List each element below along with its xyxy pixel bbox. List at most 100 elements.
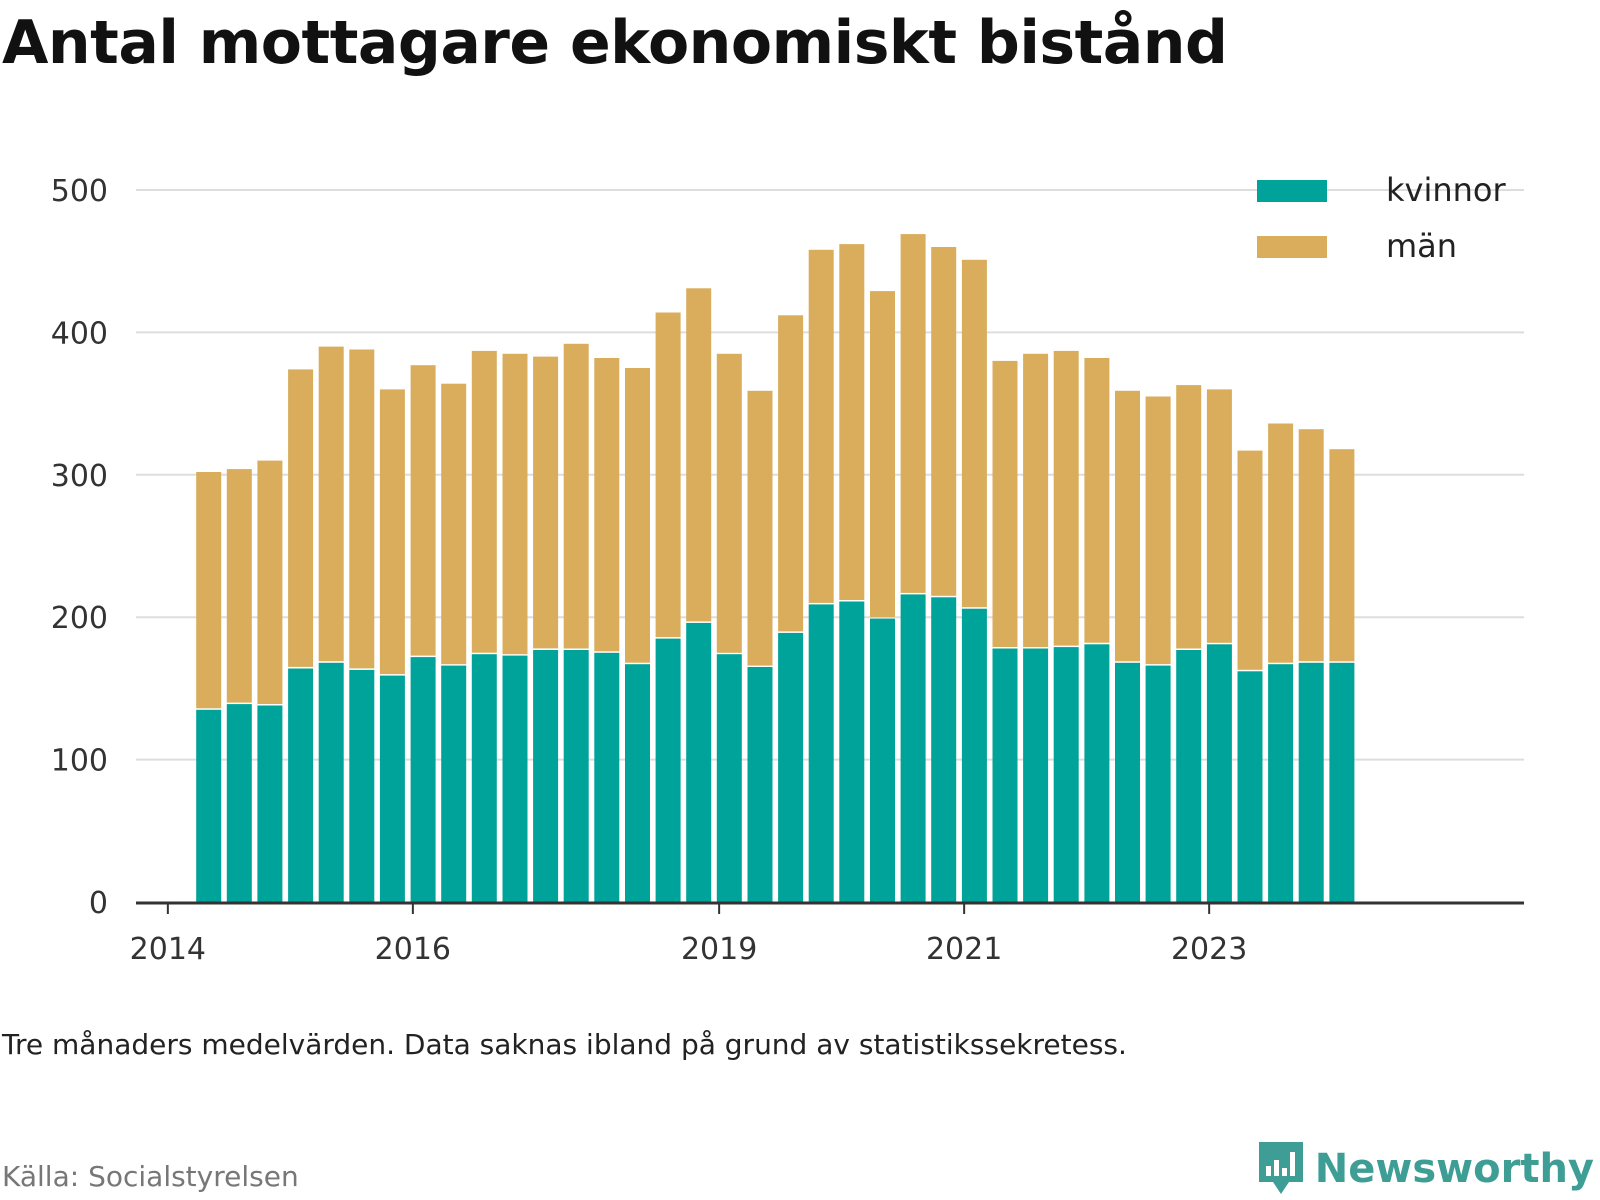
legend-swatch-man [1257,236,1327,258]
bars [196,234,1355,902]
y-tick-label: 0 [89,886,108,921]
bar-kvinnor [410,657,436,902]
bar-man [686,288,712,622]
bar-man [625,368,650,663]
bar-man [410,365,436,656]
legend: kvinnor män [1257,171,1507,265]
bar-kvinnor [318,662,344,902]
bar-kvinnor [563,650,589,902]
bar-man [441,383,467,665]
chart-title: Antal mottagare ekonomiskt bistånd [2,8,1228,78]
legend-label-man: män [1386,227,1457,265]
bar-kvinnor [226,704,252,902]
bar-man [196,472,222,709]
bar-kvinnor [931,597,957,902]
bar-kvinnor [747,667,773,902]
y-tick-label: 100 [51,744,108,779]
brand-name: Newsworthy [1314,1146,1594,1192]
y-tick-label: 500 [51,174,108,209]
bar-man [931,247,957,596]
bar-kvinnor [533,650,559,902]
x-tick-label: 2023 [1171,932,1247,967]
bar-man [839,244,865,600]
bar-kvinnor [1206,644,1232,902]
bar-man [349,349,375,669]
bar-kvinnor [839,601,865,902]
bar-kvinnor [1298,662,1324,902]
bar-man [1268,423,1294,663]
bar-man [808,249,834,603]
bar-man [1237,450,1263,670]
bar-man [1329,449,1355,662]
bar-man [226,469,252,703]
bar-kvinnor [1268,664,1294,902]
bar-man [900,234,926,593]
chart-note: Tre månaders medelvärden. Data saknas ib… [2,1028,1127,1061]
bar-kvinnor [471,654,497,902]
x-tick-label: 2014 [130,932,206,967]
bar-kvinnor [1329,662,1355,902]
bar-man [502,353,528,655]
x-tick-label: 2021 [926,932,1002,967]
y-tick-label: 200 [51,601,108,636]
bar-man [379,389,405,675]
bar-kvinnor [961,608,987,902]
bar-kvinnor [594,652,620,902]
bar-man [318,346,344,662]
bar-man [655,312,681,638]
bar-kvinnor [502,655,528,902]
x-tick-label: 2019 [681,932,757,967]
bar-kvinnor [1115,662,1140,902]
bar-kvinnor [1176,650,1202,902]
stacked-bar-chart: 0 100 200 300 400 500 2014 2016 2019 2021 2023 kv… [51,171,1524,967]
bar-man [870,291,895,618]
bar-kvinnor [686,622,712,902]
x-tick-label: 2016 [375,932,451,967]
bar-man [747,390,773,666]
bar-kvinnor [196,709,222,902]
bar-kvinnor [257,705,283,902]
bar-man [716,353,742,653]
bar-kvinnor [1084,644,1110,902]
bar-man [533,356,559,649]
y-tick-label: 300 [51,459,108,494]
bar-kvinnor [288,668,314,902]
bar-man [1298,429,1324,662]
legend-label-kvinnor: kvinnor [1386,171,1507,209]
bar-man [471,350,497,653]
bar-kvinnor [441,665,467,902]
bar-man [992,360,1018,647]
bar-man [1084,358,1110,643]
bar-kvinnor [625,664,650,902]
bar-man [563,343,589,649]
bar-kvinnor [1023,648,1049,902]
legend-swatch-kvinnor [1257,180,1327,202]
bar-kvinnor [1237,671,1263,902]
bar-man [257,460,283,704]
bar-man [594,358,620,652]
bar-man [961,259,987,608]
newsworthy-logo-icon [1258,1142,1303,1194]
bar-kvinnor [379,675,405,902]
bar-man [1053,350,1079,646]
bar-kvinnor [349,669,375,902]
bar-kvinnor [716,654,742,902]
bar-man [1115,390,1140,662]
bar-kvinnor [655,638,681,902]
y-tick-label: 400 [51,316,108,351]
bar-kvinnor [992,648,1018,902]
bar-man [778,315,804,632]
bar-man [288,369,314,667]
bar-man [1023,353,1049,648]
bar-kvinnor [778,632,804,902]
bar-man [1145,396,1171,665]
bar-kvinnor [1053,647,1079,902]
brand-logo: Newsworthy [1257,1140,1594,1198]
bar-kvinnor [1145,665,1171,902]
source-text: Källa: Socialstyrelsen [2,1160,299,1193]
y-axis-ticks: 0 100 200 300 400 500 [51,174,108,921]
bar-kvinnor [870,618,895,902]
bar-kvinnor [900,594,926,902]
bar-man [1176,385,1202,649]
x-axis: 2014 2016 2019 2021 2023 [130,901,1524,967]
